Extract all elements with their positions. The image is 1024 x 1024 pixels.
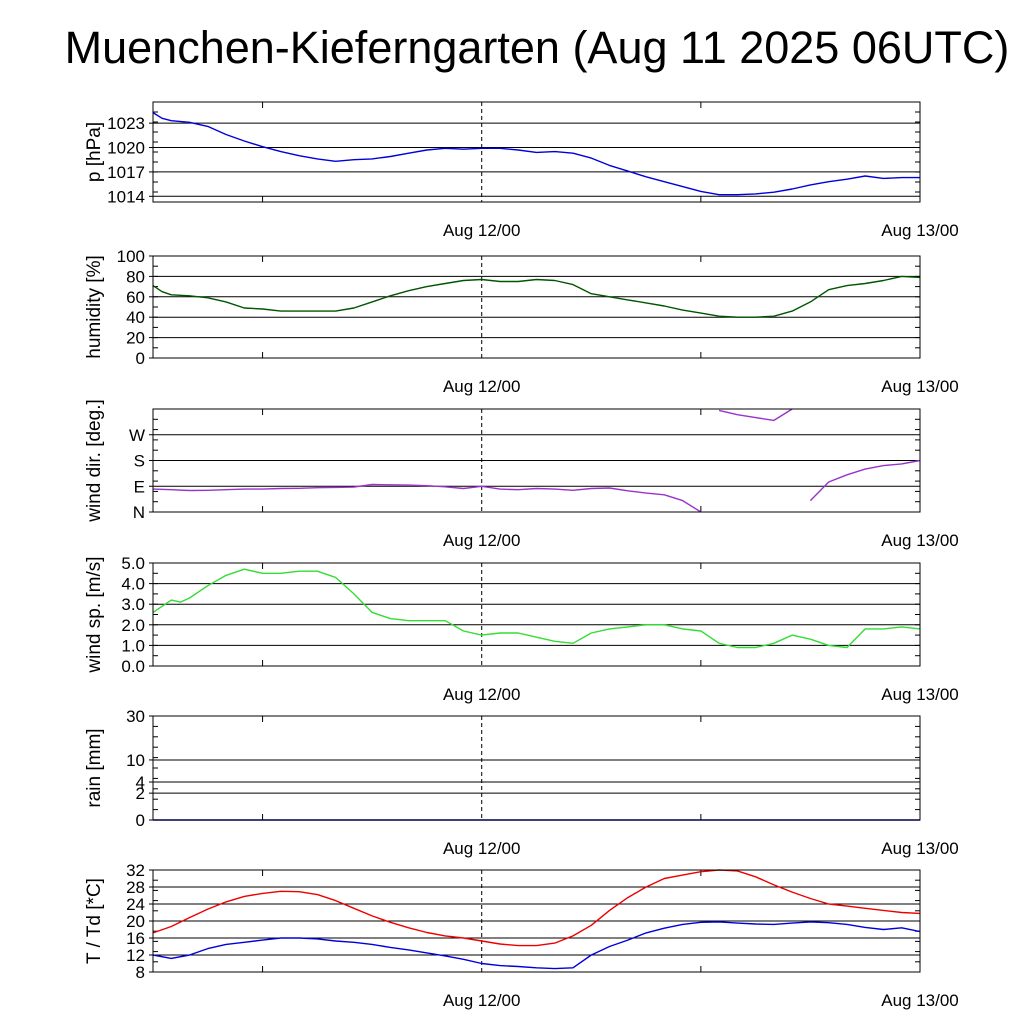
panel-frame (152, 101, 921, 203)
y-tick-label: 1017 (107, 163, 145, 182)
y-tick-label: 3.0 (121, 595, 145, 614)
panel-frame (152, 715, 921, 821)
y-tick-label: 10 (126, 751, 145, 770)
y-tick-label: N (133, 503, 145, 522)
y-axis-label: T / Td [*C] (84, 878, 105, 964)
y-tick-label: 100 (117, 247, 145, 266)
panel-frame (152, 255, 921, 359)
y-tick-label: 4.0 (121, 575, 145, 594)
rain-panel: 0 24 10 30 Aug 12/00 Aug 13/00 rain [mm] (84, 707, 959, 858)
y-tick-label: 2 (136, 784, 145, 803)
y-axis-label: wind sp. [m/s] (84, 556, 105, 673)
y-tick-label: E (134, 477, 145, 496)
y-axis-label: humidity [%] (84, 255, 105, 358)
wind_speed-panel: 0.0 1.02.0 3.04.0 5.0 Aug 12/00 Aug 13/00 wind… (84, 554, 959, 704)
humidity-series-line (152, 275, 921, 318)
y-tick-label: 24 (126, 895, 145, 914)
x-tick-label: Aug 12/00 (443, 377, 521, 396)
y-axis-label: p [hPa] (84, 122, 105, 182)
y-tick-label: 12 (126, 946, 145, 965)
y-tick-label: 40 (126, 308, 145, 327)
y-axis-label: wind dir. [deg.] (84, 399, 105, 523)
y-tick-label: 30 (126, 707, 145, 726)
y-tick-label: 0.0 (121, 657, 145, 676)
y-tick-label: 1023 (107, 114, 145, 133)
x-tick-label: Aug 13/00 (881, 221, 959, 240)
y-tick-label: 80 (126, 267, 145, 286)
wind_speed-series-line (152, 568, 921, 649)
pressure-panel: 1014 1017 1020 1023 Aug 12/00 Aug 13/00 p [hPa… (84, 101, 959, 240)
pressure-series-line (152, 112, 920, 196)
wind_direction-series-line (718, 408, 793, 422)
y-tick-label: 0 (136, 811, 145, 830)
y-tick-label: 20 (126, 912, 145, 931)
wind_direction-series-line (152, 483, 702, 513)
y-axis-label: rain [mm] (84, 728, 105, 807)
y-tick-label: 28 (126, 878, 145, 897)
x-tick-label: Aug 12/00 (443, 839, 521, 858)
T-series-line (152, 869, 921, 947)
y-tick-label: 5.0 (121, 554, 145, 573)
x-tick-label: Aug 13/00 (881, 685, 959, 704)
y-tick-label: 60 (126, 288, 145, 307)
y-tick-label: 1014 (107, 187, 145, 206)
y-tick-label: 20 (126, 329, 145, 348)
y-tick-label: 1020 (107, 139, 145, 158)
x-tick-label: Aug 12/00 (443, 531, 521, 550)
y-tick-label: W (129, 426, 145, 445)
panel-frame (152, 408, 921, 513)
y-tick-label: 4 (136, 773, 145, 792)
Td-series-line (152, 921, 921, 970)
x-tick-label: Aug 12/00 (443, 221, 521, 240)
x-tick-label: Aug 12/00 (443, 685, 521, 704)
panel-frame (152, 869, 921, 973)
x-tick-label: Aug 13/00 (881, 839, 959, 858)
x-tick-label: Aug 13/00 (881, 991, 959, 1010)
y-tick-label: 2.0 (121, 616, 145, 635)
y-tick-label: 16 (126, 929, 145, 948)
chart-title: Muenchen-Kieferngarten (Aug 11 2025 06UT… (64, 22, 1010, 73)
x-tick-label: Aug 12/00 (443, 991, 521, 1010)
panel-frame (152, 562, 921, 667)
x-tick-label: Aug 13/00 (881, 531, 959, 550)
y-tick-label: 0 (136, 349, 145, 368)
x-tick-label: Aug 13/00 (881, 377, 959, 396)
y-tick-label: S (134, 452, 145, 471)
wind_direction-series-line (809, 459, 921, 502)
y-tick-label: 32 (126, 861, 145, 880)
y-tick-label: 1.0 (121, 636, 145, 655)
y-tick-label: 8 (136, 963, 145, 982)
